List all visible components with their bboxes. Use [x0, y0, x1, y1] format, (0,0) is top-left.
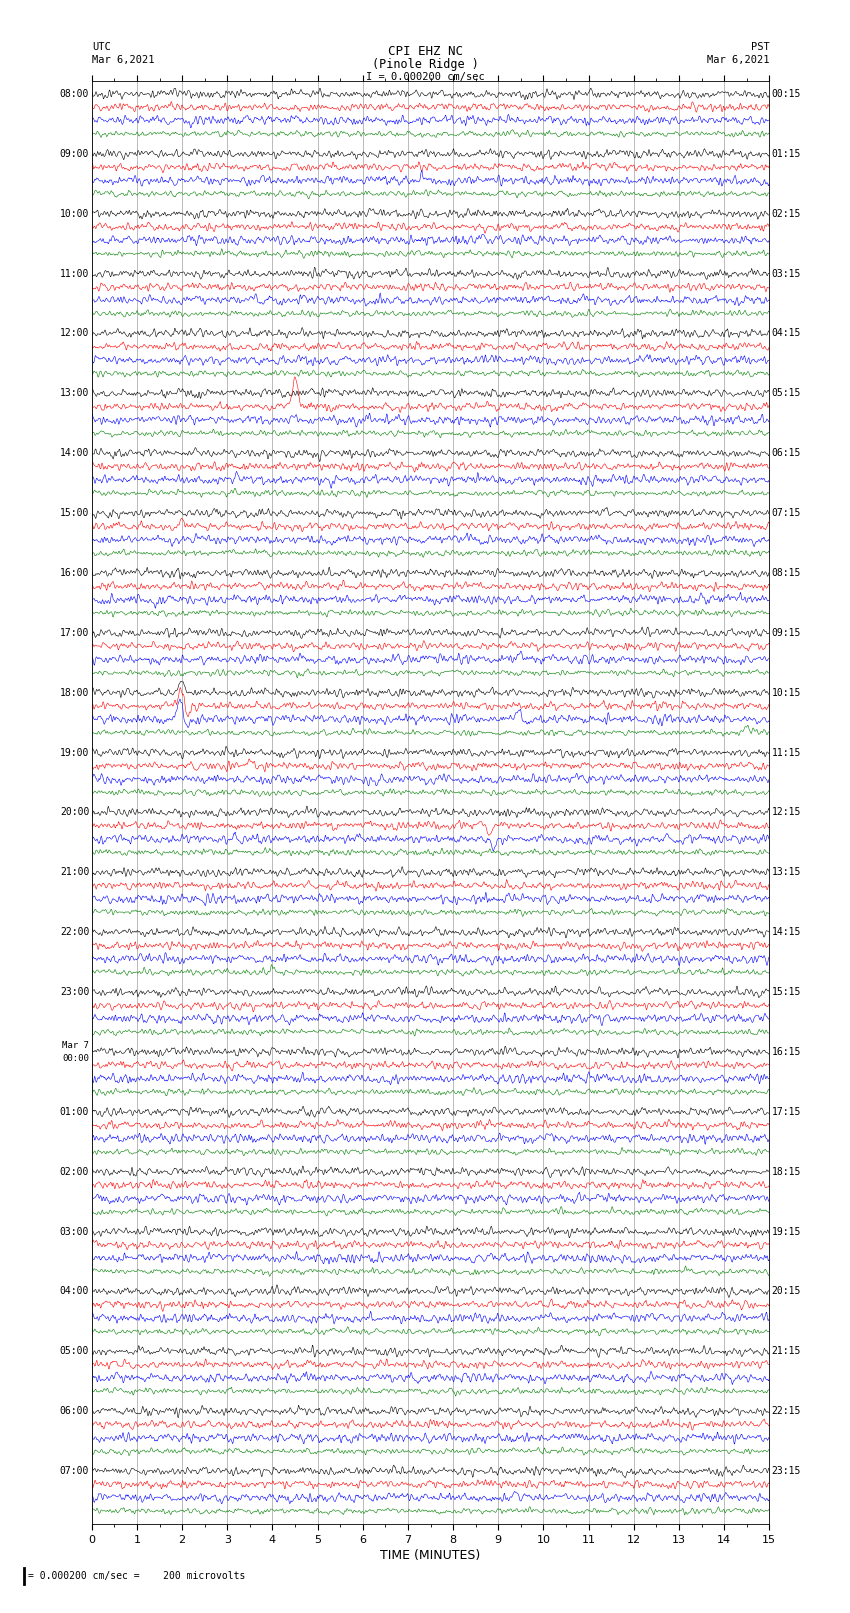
Text: 03:00: 03:00 — [60, 1226, 89, 1237]
Text: 15:00: 15:00 — [60, 508, 89, 518]
Text: 01:15: 01:15 — [772, 148, 802, 158]
Text: 22:15: 22:15 — [772, 1407, 802, 1416]
Text: Mar 7: Mar 7 — [62, 1040, 89, 1050]
Text: 07:15: 07:15 — [772, 508, 802, 518]
Text: 22:00: 22:00 — [60, 927, 89, 937]
Text: 10:15: 10:15 — [772, 687, 802, 698]
Text: 20:15: 20:15 — [772, 1287, 802, 1297]
Text: 08:00: 08:00 — [60, 89, 89, 98]
Text: 23:15: 23:15 — [772, 1466, 802, 1476]
Text: Mar 6,2021: Mar 6,2021 — [706, 55, 769, 65]
Text: 14:15: 14:15 — [772, 927, 802, 937]
Text: 12:00: 12:00 — [60, 329, 89, 339]
Text: I = 0.000200 cm/sec: I = 0.000200 cm/sec — [366, 73, 484, 82]
Text: 05:15: 05:15 — [772, 389, 802, 398]
Text: 06:15: 06:15 — [772, 448, 802, 458]
Text: Mar 6,2021: Mar 6,2021 — [92, 55, 155, 65]
Text: 07:00: 07:00 — [60, 1466, 89, 1476]
Text: 21:00: 21:00 — [60, 868, 89, 877]
Text: 09:15: 09:15 — [772, 627, 802, 637]
Text: 19:00: 19:00 — [60, 747, 89, 758]
Text: 16:00: 16:00 — [60, 568, 89, 577]
Text: UTC: UTC — [92, 42, 110, 52]
Text: 21:15: 21:15 — [772, 1347, 802, 1357]
Text: (Pinole Ridge ): (Pinole Ridge ) — [371, 58, 479, 71]
Text: PST: PST — [751, 42, 769, 52]
Text: 15:15: 15:15 — [772, 987, 802, 997]
Text: 17:15: 17:15 — [772, 1107, 802, 1116]
Text: 13:15: 13:15 — [772, 868, 802, 877]
Text: 17:00: 17:00 — [60, 627, 89, 637]
Text: 11:00: 11:00 — [60, 269, 89, 279]
Text: 00:15: 00:15 — [772, 89, 802, 98]
Text: 10:00: 10:00 — [60, 208, 89, 219]
Text: 04:15: 04:15 — [772, 329, 802, 339]
Text: 23:00: 23:00 — [60, 987, 89, 997]
Text: 12:15: 12:15 — [772, 808, 802, 818]
Text: 11:15: 11:15 — [772, 747, 802, 758]
Text: 16:15: 16:15 — [772, 1047, 802, 1057]
Text: 19:15: 19:15 — [772, 1226, 802, 1237]
X-axis label: TIME (MINUTES): TIME (MINUTES) — [381, 1548, 480, 1561]
Text: 14:00: 14:00 — [60, 448, 89, 458]
Text: 01:00: 01:00 — [60, 1107, 89, 1116]
Text: 02:15: 02:15 — [772, 208, 802, 219]
Text: 18:00: 18:00 — [60, 687, 89, 698]
Text: 13:00: 13:00 — [60, 389, 89, 398]
Text: 03:15: 03:15 — [772, 269, 802, 279]
Text: 18:15: 18:15 — [772, 1166, 802, 1177]
Text: 02:00: 02:00 — [60, 1166, 89, 1177]
Text: = 0.000200 cm/sec =    200 microvolts: = 0.000200 cm/sec = 200 microvolts — [28, 1571, 246, 1581]
Text: 00:00: 00:00 — [62, 1053, 89, 1063]
Text: 05:00: 05:00 — [60, 1347, 89, 1357]
Text: 20:00: 20:00 — [60, 808, 89, 818]
Text: 04:00: 04:00 — [60, 1287, 89, 1297]
Text: 08:15: 08:15 — [772, 568, 802, 577]
Text: CPI EHZ NC: CPI EHZ NC — [388, 45, 462, 58]
Text: 06:00: 06:00 — [60, 1407, 89, 1416]
Text: 09:00: 09:00 — [60, 148, 89, 158]
